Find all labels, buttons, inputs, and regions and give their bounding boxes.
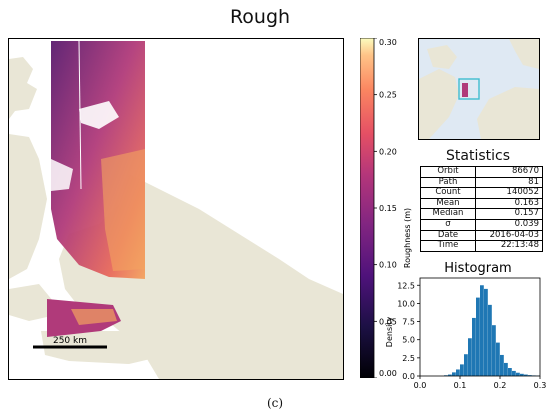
land-west-lower (9, 134, 47, 279)
ice-gap (79, 101, 119, 129)
lower-track-highlight (71, 309, 117, 325)
histogram-bar (516, 372, 520, 376)
statistics-value: 0.039 (475, 218, 543, 231)
histogram-x-tick-label: 0.2 (494, 381, 507, 390)
statistics-row: Count 140052 (420, 187, 543, 199)
statistics-row: Path 81 (420, 176, 543, 189)
colorbar-tick-label: 0.15 (379, 204, 397, 213)
histogram-bar (452, 372, 456, 376)
arctic-locator-map (418, 38, 540, 140)
histogram-y-tick-label: 5.0 (402, 336, 415, 345)
chart-title: Rough (229, 6, 291, 28)
histogram-x-tick-label: 0.0 (414, 381, 427, 390)
histogram-bar (524, 374, 528, 376)
inset-highlight-box (458, 78, 480, 100)
inset-track-mark (462, 83, 468, 97)
statistics-value: 81 (475, 176, 543, 189)
inset-land-eurasia (477, 87, 539, 139)
histogram-bar (504, 362, 508, 376)
statistics-key: Mean (420, 197, 476, 210)
statistics-row: Orbit 86670 (420, 166, 543, 178)
statistics-row: σ 0.039 (420, 218, 543, 231)
histogram-bar (456, 369, 460, 376)
figure-caption: (c) (266, 396, 284, 410)
statistics-key: Path (420, 176, 476, 189)
histogram-bar (520, 373, 524, 376)
histogram-bar (448, 374, 452, 376)
statistics-row: Mean 0.163 (420, 197, 543, 210)
histogram-bar (476, 297, 480, 376)
statistics-row: Date 2016-04-03 (420, 229, 543, 242)
statistics-value: 0.163 (475, 197, 543, 210)
histogram-bar (472, 317, 476, 376)
histogram-bar (496, 342, 500, 376)
colorbar-svg: 0.00 0.05 0.10 0.15 0.20 0.25 0.30 Roughness (… (359, 37, 412, 379)
histogram-bar (460, 364, 464, 376)
roughness-map: 250 km (8, 38, 344, 380)
colorbar-tick-label: 0.25 (379, 91, 397, 100)
colorbar-tick-label: 0.05 (379, 317, 397, 326)
histogram-y-tick-label: 12.5 (397, 281, 415, 290)
histogram-bar (468, 338, 472, 376)
histogram-bar (508, 368, 512, 376)
inset-land-north-america (419, 69, 459, 139)
land-south-west (9, 284, 53, 321)
statistics-value: 22:13:48 (475, 240, 543, 252)
histogram-bar (512, 370, 516, 376)
statistics-value: 86670 (475, 166, 543, 178)
scale-bar-label: 250 km (53, 336, 87, 346)
statistics-key: Count (420, 187, 476, 199)
histogram-y-tick-label: 10.0 (397, 299, 415, 308)
statistics-key: Orbit (420, 166, 476, 178)
statistics-key: Date (420, 229, 476, 242)
map-svg: 250 km (9, 40, 343, 379)
colorbar-tick-label: 0.10 (379, 261, 397, 270)
colorbar: 0.00 0.05 0.10 0.15 0.20 0.25 0.30 Roughness (… (359, 37, 420, 379)
colorbar-label: Roughness (m) (403, 208, 412, 268)
inset-land-scandinavia (509, 39, 539, 69)
colorbar-tick-label: 0.00 (379, 369, 397, 378)
histogram-bar (464, 354, 468, 376)
histogram-y-tick-label: 2.5 (402, 354, 415, 363)
histogram-x-tick-label: 0.3 (534, 381, 547, 390)
histogram-bar (480, 285, 484, 376)
statistics-key: σ (420, 218, 476, 231)
histogram-y-tick-label: 7.5 (402, 318, 415, 327)
histogram-title: Histogram (444, 261, 511, 276)
histogram-y-tick-label: 0.0 (402, 372, 415, 381)
statistics-value: 2016-04-03 (475, 229, 543, 242)
colorbar-tick-label: 0.30 (379, 38, 397, 47)
statistics-value: 140052 (475, 187, 543, 199)
statistics-row: Time 22:13:48 (420, 240, 543, 252)
statistics-table: Orbit 86670 Path 81 Count 140052 Mean 0.163 Medi… (420, 166, 543, 252)
histogram-bar (488, 304, 492, 376)
histogram-bar (500, 354, 504, 376)
track-seam (78, 40, 82, 190)
inset-svg (419, 39, 539, 139)
inset-land-greenland (427, 45, 457, 69)
track-highlight (101, 149, 145, 271)
statistics-title: Statistics (446, 148, 510, 164)
histogram-x-tick-label: 0.1 (454, 381, 467, 390)
statistics-key: Time (420, 240, 476, 252)
histogram-panel: Histogram Density 0.0 0.1 0.2 0.3 0.0 2.5 5.0 7… (370, 256, 550, 396)
histogram-bar (528, 375, 532, 376)
colorbar-tick-label: 0.20 (379, 147, 397, 156)
histogram-bar (484, 288, 488, 376)
histogram-bar (492, 325, 496, 376)
histogram-frame (419, 277, 541, 377)
statistics-key: Median (420, 208, 476, 220)
histogram-y-label: Density (385, 317, 394, 348)
ice-gap-2 (51, 159, 73, 191)
statistics-row: Median 0.157 (420, 208, 543, 220)
statistics-value: 0.157 (475, 208, 543, 220)
histogram-svg: Histogram Density 0.0 0.1 0.2 0.3 0.0 2.5 5.0 7… (385, 261, 547, 390)
land-west (9, 57, 37, 119)
